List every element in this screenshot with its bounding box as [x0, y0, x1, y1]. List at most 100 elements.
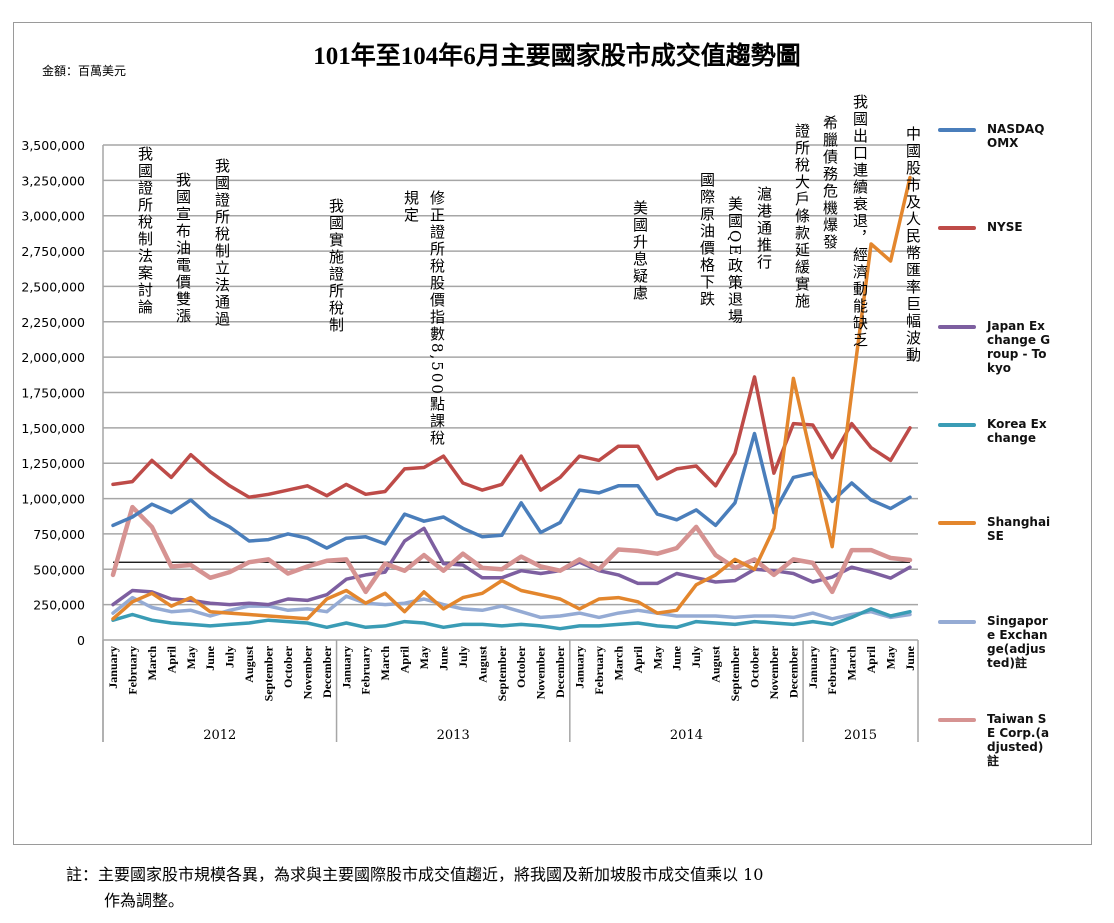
month-label: June: [436, 645, 450, 670]
legend-swatch: [938, 226, 976, 230]
annotation: 中國股市及人民幣匯率巨幅波動: [904, 126, 922, 364]
y-tick-label: 500,000: [33, 562, 85, 577]
month-label: June: [203, 645, 217, 670]
month-label: March: [845, 646, 859, 681]
annotation: 我國證所稅制法案討論: [136, 146, 154, 316]
month-label: February: [592, 646, 606, 695]
y-tick-label: 2,000,000: [21, 350, 85, 365]
legend-label: Taiwan SE Corp.(adjusted)註: [987, 712, 1050, 768]
annotation: 我國宣布油電價雙漲: [174, 172, 192, 325]
month-label: October: [514, 645, 528, 688]
annotation: 希臘債務危機爆發: [821, 115, 839, 251]
month-label: April: [398, 645, 412, 673]
month-label: September: [495, 645, 509, 701]
month-label: August: [709, 646, 723, 683]
y-tick-label: 2,500,000: [21, 279, 85, 294]
month-label: March: [378, 646, 392, 681]
month-label: November: [767, 645, 781, 699]
chart-frame: [13, 22, 1092, 845]
y-tick-label: 1,250,000: [21, 456, 85, 471]
month-label: February: [359, 646, 373, 695]
y-tick-label: 1,000,000: [21, 492, 85, 507]
annotation: 國際原油價格下跌: [698, 172, 716, 308]
annotation: 我國出口連續衰退，經濟動能缺乏: [851, 94, 869, 349]
series-line-nasdaq: [111, 431, 912, 550]
series-line-japan: [111, 526, 912, 607]
annotation: 美國升息疑慮: [631, 200, 649, 302]
footnote: 註：主要國家股市規模各異，為求與主要國際股市成交值趨近，將我國及新加坡股市成交值…: [66, 862, 763, 914]
legend-label: Japan Exchange Group - Tokyo: [987, 319, 1051, 375]
month-label: October: [747, 645, 761, 688]
month-label: September: [728, 645, 742, 701]
month-label: January: [339, 646, 353, 689]
legend-swatch: [938, 620, 976, 624]
month-label: May: [184, 646, 198, 669]
month-label: August: [242, 646, 256, 683]
month-label: March: [611, 646, 625, 681]
y-tick-label: 1,500,000: [21, 421, 85, 436]
annotation: 美國QE政策退場: [726, 196, 744, 326]
month-label: January: [106, 646, 120, 689]
unit-label: 金額：百萬美元: [42, 64, 127, 78]
month-label: April: [631, 645, 645, 673]
annotation: 修正證所稅股價指數8,500點課稅: [428, 190, 446, 447]
month-label: March: [145, 646, 159, 681]
series-line-korea: [111, 607, 912, 631]
year-label: 2015: [844, 728, 877, 743]
month-label: June: [670, 645, 684, 670]
legend-label: Shanghai SE: [987, 515, 1051, 543]
legend-label: Korea Exchange: [987, 417, 1047, 445]
month-label: February: [825, 646, 839, 695]
y-tick-label: 3,250,000: [21, 173, 85, 188]
legend-swatch: [938, 423, 976, 427]
month-label: April: [864, 645, 878, 673]
annotation: 證所稅大戶條款延緩實施: [793, 123, 811, 310]
legend-swatch: [938, 128, 976, 132]
month-label: October: [281, 645, 295, 688]
month-label: November: [534, 645, 548, 699]
chart-title: 101年至104年6月主要國家股市成交值趨勢圖: [313, 43, 801, 70]
y-tick-label: 750,000: [33, 527, 85, 542]
legend-swatch: [938, 325, 976, 329]
series-line-shanghai: [111, 175, 912, 621]
month-label: January: [806, 646, 820, 689]
annotation: 滬港通推行: [755, 186, 773, 271]
month-label: December: [553, 645, 567, 698]
month-label: May: [417, 646, 431, 669]
series-line-nyse: [111, 375, 912, 499]
footnote-line: 作為調整。: [104, 891, 185, 910]
month-label: December: [786, 645, 800, 698]
month-label: July: [223, 646, 237, 668]
series-line-taiwan: [110, 504, 913, 595]
month-label: May: [650, 646, 664, 669]
month-label: November: [300, 645, 314, 699]
year-label: 2014: [670, 728, 703, 743]
month-label: July: [456, 646, 470, 668]
y-tick-label: 250,000: [33, 598, 85, 613]
year-label: 2012: [203, 728, 236, 743]
legend-label: NYSE: [987, 220, 1023, 234]
y-tick-label: 3,500,000: [21, 138, 85, 153]
y-tick-label: 3,000,000: [21, 209, 85, 224]
legend-swatch: [938, 521, 976, 525]
month-label: December: [320, 645, 334, 698]
y-tick-label: 2,250,000: [21, 315, 85, 330]
annotation: 我國實施證所稅制: [327, 198, 345, 334]
annotation: 規定: [402, 190, 420, 224]
legend-swatch: [938, 718, 976, 722]
month-label: April: [164, 645, 178, 673]
year-label: 2013: [437, 728, 470, 743]
y-tick-label: 0: [77, 633, 85, 648]
series-line-singapore: [111, 594, 912, 621]
legend-label: NASDAQ OMX: [987, 122, 1045, 150]
month-label: June: [903, 645, 917, 670]
month-label: January: [573, 646, 587, 689]
footnote-line: 註：主要國家股市規模各異，為求與主要國際股市成交值趨近，將我國及新加坡股市成交值…: [66, 865, 764, 884]
y-tick-label: 2,750,000: [21, 244, 85, 259]
y-tick-label: 1,750,000: [21, 386, 85, 401]
legend-label: Singapore Exchange(adjusted)註: [987, 614, 1048, 670]
month-label: August: [475, 646, 489, 683]
month-label: July: [689, 646, 703, 668]
